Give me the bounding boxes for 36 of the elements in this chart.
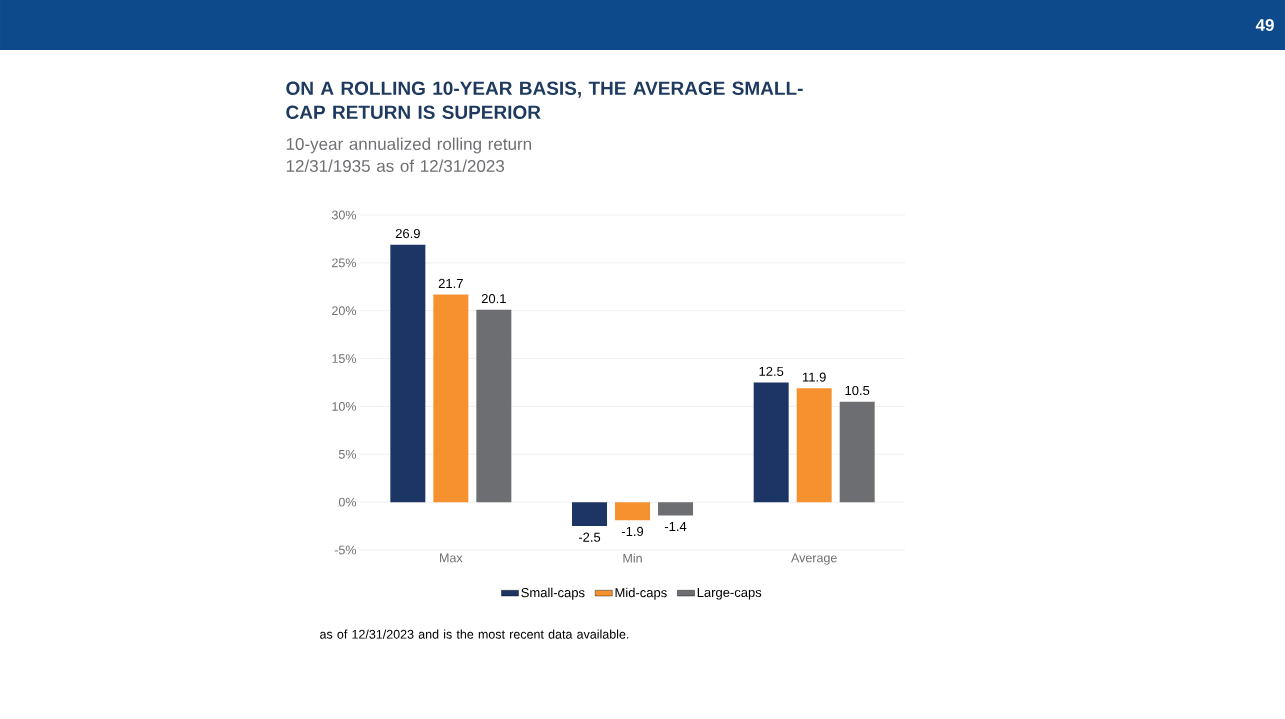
y-tick-label: 20% [332,306,357,316]
text: 49 [1255,18,1274,32]
legend-label: Small-caps [521,587,585,600]
y-tick-label: 10% [332,402,357,411]
data-label: 26.9 [395,228,420,239]
bar [572,502,608,527]
legend-label: Mid-caps [615,587,667,600]
data-label: -1.4 [664,522,687,532]
bar [390,244,426,503]
y-tick-label: 30% [331,210,357,220]
chart-title: ON A ROLLING 10-YEAR BASIS, THE AVERAGE SMALL-CAP RETURN IS SUPERIOR [286,81,803,119]
data-label: 21.7 [438,278,463,288]
legend-label: Large-caps [697,587,762,600]
bar [796,388,832,503]
x-tick-label: Min [623,553,642,563]
bar [658,502,694,516]
data-label: 11.9 [802,372,826,382]
x-tick-label: Average [791,553,837,565]
x-tick-label: Max [440,553,463,563]
y-tick-label: 0% [338,497,357,507]
y-tick-label: -5% [334,545,357,555]
data-label: 20.1 [481,294,506,304]
data-label: -2.5 [578,532,601,542]
y-tick-label: 25% [332,258,357,268]
bar [753,382,789,503]
bar [476,309,512,503]
chart-subtitle: 10-year annualized rolling return 12/31/1935 as of 12/31/2023 [286,137,531,173]
bar [433,294,469,503]
y-tick-label: 5% [338,449,357,459]
bar [839,401,875,503]
data-label: 10.5 [845,385,870,396]
bar [615,502,651,521]
text: as of 12/31/2023 and is the most recent data available. [320,629,629,639]
data-label: 12.5 [759,366,784,376]
data-label: -1.9 [621,526,644,537]
y-tick-label: 15% [332,354,357,363]
